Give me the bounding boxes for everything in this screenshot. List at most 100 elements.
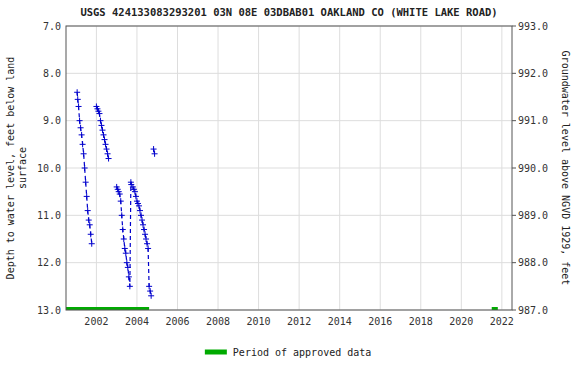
point-marker: [146, 283, 152, 289]
point-marker: [81, 151, 87, 157]
y-tick-label: 12.0: [37, 257, 61, 268]
point-marker: [78, 125, 84, 131]
point-marker: [133, 193, 139, 199]
y2-axis-label: Groundwater level above NGVD 1929, feet: [560, 51, 571, 286]
y-axis-label-line: Depth to water level, feet below land: [5, 57, 16, 280]
y2-tick: [512, 168, 516, 169]
point-marker: [80, 141, 86, 147]
x-tick-label: 2006: [165, 316, 189, 327]
level-line: [96, 106, 108, 158]
point-marker: [143, 236, 149, 242]
point-marker: [152, 151, 158, 157]
point-marker: [76, 103, 82, 109]
x-tick-label: 2022: [490, 316, 514, 327]
plot-area: [66, 89, 498, 310]
chart: 2002 2004 2006 2008 2010 2012 2014 2016 2018 2020…: [0, 0, 576, 384]
y2-tick: [512, 26, 516, 27]
point-marker: [88, 231, 94, 237]
point-marker: [119, 212, 125, 218]
x-tick-label: 2014: [328, 316, 352, 327]
point-marker: [141, 227, 147, 233]
point-marker: [138, 212, 144, 218]
legend-swatch: [205, 350, 227, 355]
point-marker: [84, 193, 90, 199]
y2-tick-label: 990.0: [518, 163, 548, 174]
y-axis-label: Depth to water level, feet below landsur…: [5, 57, 28, 280]
x-tick-label: 2012: [287, 316, 311, 327]
point-marker: [142, 231, 148, 237]
plot-frame: [66, 26, 512, 310]
point-marker: [120, 227, 126, 233]
point-marker: [127, 283, 133, 289]
point-marker: [79, 132, 85, 138]
point-marker: [125, 264, 131, 270]
x-tick-label: 2010: [247, 316, 271, 327]
point-marker: [139, 217, 145, 223]
x-tick-label: 2018: [409, 316, 433, 327]
y2-tick: [512, 120, 516, 121]
y-tick-label: 9.0: [43, 115, 61, 126]
y2-tick: [512, 73, 516, 74]
point-marker: [101, 132, 107, 138]
point-marker: [87, 222, 93, 228]
point-marker: [75, 96, 81, 102]
point-marker: [99, 127, 105, 133]
axes: 2002 2004 2006 2008 2010 2012 2014 2016 2018 2020…: [37, 21, 548, 328]
grid-line: [66, 168, 512, 169]
point-marker: [137, 208, 143, 214]
level-line: [117, 182, 132, 286]
point-marker: [74, 89, 80, 95]
point-marker: [132, 189, 138, 195]
point-marker: [126, 274, 132, 280]
y-tick-label: 11.0: [37, 210, 61, 221]
point-marker: [151, 146, 157, 152]
point-marker: [102, 137, 108, 143]
y-tick-label: 7.0: [43, 21, 61, 32]
grid-line: [66, 262, 512, 263]
y2-tick-label: 987.0: [518, 305, 548, 316]
y2-tick: [512, 310, 516, 311]
point-marker: [117, 191, 123, 197]
point-marker: [148, 293, 154, 299]
point-marker: [85, 208, 91, 214]
point-marker: [86, 217, 92, 223]
y2-tick-label: 988.0: [518, 257, 548, 268]
point-marker: [77, 118, 83, 124]
title: USGS 424133083293201 03N 08E 03DBAB01 OA…: [80, 6, 497, 18]
point-marker: [122, 245, 128, 251]
x-tick-label: 2004: [125, 316, 149, 327]
grid-line: [66, 215, 512, 216]
point-marker: [104, 146, 110, 152]
grid-line: [66, 73, 512, 74]
y2-tick-label: 991.0: [518, 115, 548, 126]
point-marker: [106, 156, 112, 162]
point-marker: [144, 241, 150, 247]
point-marker: [89, 241, 95, 247]
y2-tick: [512, 262, 516, 263]
point-marker: [124, 260, 130, 266]
point-marker: [82, 165, 88, 171]
y2-tick-label: 989.0: [518, 210, 548, 221]
y-axis-label-line: surface: [17, 147, 28, 189]
x-tick-label: 2020: [449, 316, 473, 327]
level-line: [77, 92, 92, 243]
y2-tick-label: 993.0: [518, 21, 548, 32]
point-marker: [83, 179, 89, 185]
y-tick-label: 8.0: [43, 68, 61, 79]
point-marker: [145, 245, 151, 251]
x-tick-label: 2008: [206, 316, 230, 327]
point-marker: [140, 222, 146, 228]
point-marker: [121, 236, 127, 242]
y2-tick-label: 992.0: [518, 68, 548, 79]
point-marker: [97, 118, 103, 124]
x-tick-label: 2002: [84, 316, 108, 327]
y-tick-label: 13.0: [37, 305, 61, 316]
point-marker: [96, 111, 102, 117]
grid-line: [66, 120, 512, 121]
point-marker: [147, 288, 153, 294]
point-marker: [123, 250, 129, 256]
level-line: [133, 187, 151, 296]
point-marker: [98, 122, 104, 128]
grid: [66, 26, 512, 310]
x-tick-label: 2016: [368, 316, 392, 327]
